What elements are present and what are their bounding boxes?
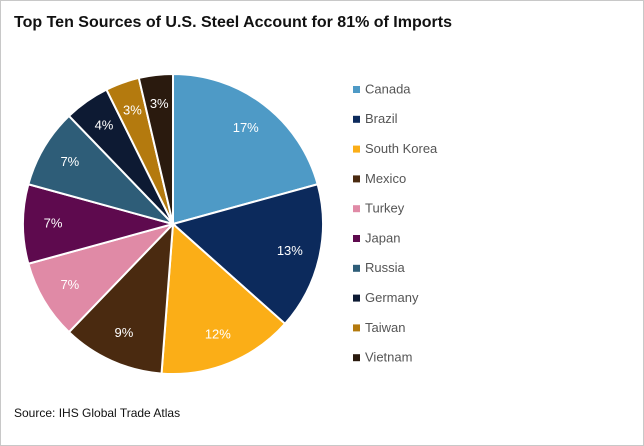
data-label: 7%: [60, 154, 79, 169]
legend-swatch: [353, 86, 360, 93]
pie-slice: [170, 183, 324, 326]
data-label: 3%: [123, 103, 142, 118]
legend-label: Russia: [365, 260, 406, 275]
pie-slice: [172, 72, 319, 226]
legend-label: Taiwan: [365, 320, 405, 335]
data-label: 3%: [150, 96, 169, 111]
pie-slice: [137, 72, 174, 225]
legend-label: Turkey: [365, 201, 405, 216]
legend-label: Vietnam: [365, 350, 412, 365]
legend-swatch: [353, 145, 360, 153]
legend-label: Brazil: [365, 111, 398, 126]
data-label: 13%: [277, 243, 303, 258]
legend-swatch: [353, 115, 360, 123]
legend-swatch: [353, 205, 360, 213]
data-label: 7%: [44, 215, 63, 230]
legend-swatch: [353, 264, 360, 272]
legend-swatch: [353, 324, 360, 332]
data-label: 12%: [205, 327, 231, 342]
data-label: 7%: [60, 277, 79, 292]
legend-label: Mexico: [365, 171, 406, 186]
chart-title: Top Ten Sources of U.S. Steel Account fo…: [14, 14, 452, 31]
legend-swatch: [353, 235, 360, 242]
legend-label: South Korea: [365, 141, 438, 156]
legend-swatch: [353, 175, 360, 183]
legend-swatch: [353, 294, 360, 302]
legend-swatch: [353, 354, 360, 362]
data-label: 9%: [115, 325, 134, 340]
source-note: Source: IHS Global Trade Atlas: [14, 406, 180, 420]
legend-label: Canada: [365, 81, 411, 96]
pie-slice: [160, 221, 287, 375]
data-label: 4%: [95, 117, 114, 132]
pie-slice: [67, 221, 175, 375]
data-label: 17%: [233, 120, 259, 135]
legend-label: Japan: [365, 230, 400, 245]
legend-label: Germany: [365, 290, 419, 305]
